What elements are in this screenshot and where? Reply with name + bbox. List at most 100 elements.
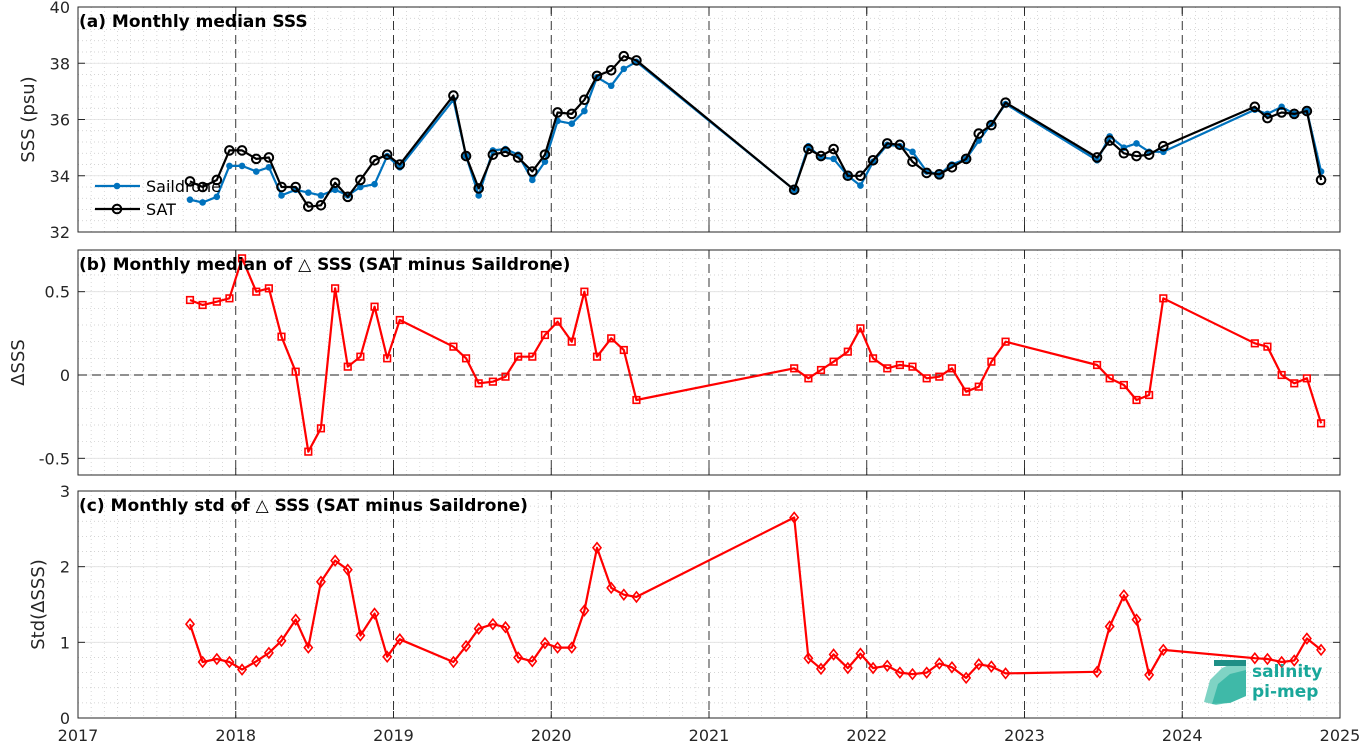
data-point	[816, 365, 826, 375]
data-point	[475, 192, 482, 199]
data-point	[1131, 613, 1142, 626]
x-tick-label: 2021	[689, 726, 730, 745]
data-point	[946, 162, 958, 173]
data-point	[1290, 379, 1299, 388]
data-point	[238, 162, 246, 170]
data-point	[199, 199, 206, 206]
data-point	[894, 666, 905, 679]
x-tick-label: 2025	[1320, 726, 1361, 745]
data-point	[303, 641, 314, 654]
data-point	[1158, 643, 1169, 657]
data-point	[500, 620, 511, 634]
data-point	[592, 352, 602, 361]
data-point	[528, 352, 537, 361]
data-point	[277, 332, 286, 341]
data-point	[934, 657, 945, 670]
panel-title: (a) Monthly median SSS	[79, 12, 308, 32]
data-point	[394, 633, 405, 646]
data-point	[527, 654, 538, 668]
x-tick-label: 2018	[215, 726, 256, 745]
data-point	[264, 284, 273, 293]
data-point	[867, 154, 879, 166]
data-point	[868, 354, 878, 363]
data-point	[1316, 643, 1327, 657]
data-point	[580, 287, 589, 296]
data-point	[305, 189, 312, 196]
data-point	[1315, 174, 1327, 186]
data-point	[855, 170, 866, 182]
data-point	[803, 143, 814, 155]
data-point	[907, 667, 918, 681]
data-point	[790, 364, 799, 373]
data-point	[803, 651, 814, 665]
data-point	[224, 145, 235, 156]
data-point	[290, 181, 301, 193]
y-tick-label: 2	[60, 558, 70, 577]
data-point	[371, 180, 378, 188]
data-point	[946, 661, 957, 674]
data-point	[369, 607, 380, 620]
data-point	[606, 581, 617, 595]
series-line	[189, 257, 1323, 453]
data-point	[236, 145, 248, 156]
data-point	[553, 317, 562, 326]
x-tick-label: 2024	[1162, 726, 1203, 745]
data-point	[1288, 108, 1300, 120]
data-point	[973, 128, 985, 139]
data-point	[343, 362, 352, 371]
data-point	[342, 563, 353, 576]
data-point	[607, 82, 615, 90]
data-point	[1316, 419, 1326, 428]
data-point	[461, 354, 471, 363]
data-point	[474, 379, 483, 388]
data-point	[237, 254, 247, 263]
data-point	[512, 152, 524, 163]
data-point	[303, 201, 314, 212]
data-point	[304, 447, 313, 456]
data-point	[815, 662, 827, 676]
data-point	[815, 150, 827, 162]
data-point	[1000, 667, 1011, 680]
logo: salinity pi-mep	[1204, 660, 1322, 705]
data-point	[448, 655, 459, 669]
legend-label: Saildrone	[146, 177, 221, 196]
data-point	[620, 65, 628, 73]
data-point	[357, 183, 364, 191]
data-point	[788, 184, 800, 196]
logo-text-line1: salinity	[1252, 662, 1322, 682]
x-tick-label: 2022	[846, 726, 887, 745]
x-tick-label: 2019	[373, 726, 414, 745]
data-point	[1143, 149, 1155, 160]
data-point	[212, 297, 221, 306]
data-point	[632, 395, 641, 405]
data-point	[252, 168, 260, 175]
data-point	[488, 377, 497, 386]
data-point	[461, 639, 472, 653]
panel-b: -0.5 0 0.5 ΔSSS (b) Monthly median of △ SSS …	[8, 249, 1341, 476]
data-point	[882, 659, 893, 673]
series-delta	[185, 254, 1326, 456]
data-point	[1144, 668, 1155, 682]
data-point	[961, 671, 972, 685]
data-point	[501, 372, 510, 381]
data-point	[907, 156, 918, 167]
data-point	[857, 182, 864, 189]
data-point	[381, 149, 393, 160]
data-point	[197, 181, 208, 193]
data-point	[263, 152, 275, 163]
data-point	[1104, 620, 1115, 633]
logo-wave-shade	[1212, 670, 1246, 704]
data-point	[198, 300, 207, 310]
data-point	[973, 657, 984, 671]
data-point	[225, 294, 234, 303]
data-point	[383, 354, 392, 363]
data-point	[342, 191, 354, 203]
data-point	[1092, 665, 1103, 679]
panel-c: 0 1 2 3 Std(ΔSSS) (c) Monthly std of △ SSS (S…	[28, 482, 1341, 728]
data-point	[263, 646, 274, 660]
data-point	[921, 666, 932, 679]
data-point	[909, 148, 916, 156]
logo-text-line2: pi-mep	[1252, 682, 1318, 702]
data-point	[607, 334, 616, 343]
y-tick-label: 38	[50, 54, 70, 73]
